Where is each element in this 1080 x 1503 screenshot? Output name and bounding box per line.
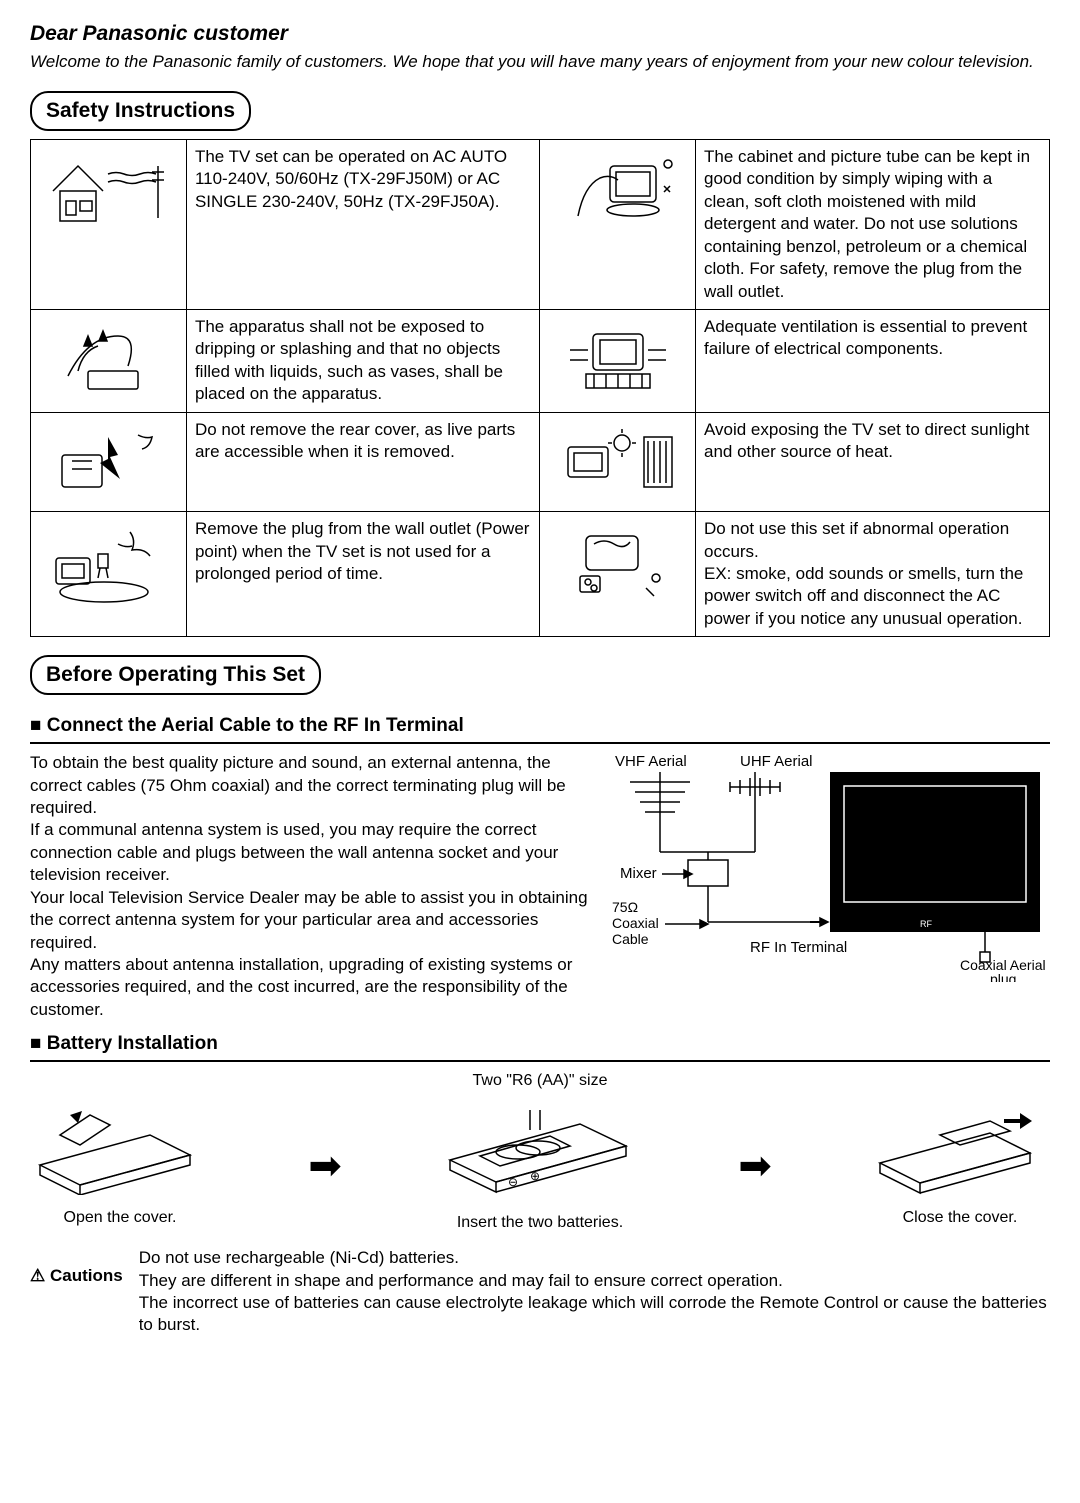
- safety-icon-cell: [540, 512, 696, 637]
- label-vhf: VHF Aerial: [615, 753, 687, 770]
- remote-insert-icon: ⊖⊕: [440, 1100, 640, 1200]
- safety-text: Avoid exposing the TV set to direct sunl…: [695, 412, 1049, 511]
- page-title: Dear Panasonic customer: [30, 20, 1050, 48]
- ventilation-icon: [558, 316, 678, 396]
- svg-text:RF: RF: [920, 919, 932, 929]
- battery-subhead: Battery Installation: [30, 1031, 1050, 1056]
- safety-icon-cell: [31, 512, 187, 637]
- battery-size-label: Two "R6 (AA)" size: [30, 1070, 1050, 1091]
- safety-text: Remove the plug from the wall outlet (Po…: [186, 512, 539, 637]
- safety-table: The TV set can be operated on AC AUTO 11…: [30, 139, 1050, 637]
- svg-text:⊖: ⊖: [508, 1175, 518, 1189]
- abnormal-icon: [558, 518, 678, 608]
- heat-icon: [558, 419, 678, 499]
- svg-text:Coaxial: Coaxial: [612, 915, 659, 931]
- label-mixer: Mixer: [620, 865, 657, 882]
- safety-icon-cell: [31, 309, 187, 412]
- safety-text: The TV set can be operated on AC AUTO 11…: [186, 139, 539, 309]
- safety-text: Do not remove the rear cover, as live pa…: [186, 412, 539, 511]
- unplug-icon: [48, 518, 168, 608]
- welcome-text: Welcome to the Panasonic family of custo…: [30, 51, 1050, 73]
- label-uhf: UHF Aerial: [740, 753, 813, 770]
- power-house-icon: [48, 146, 168, 226]
- safety-heading: Safety Instructions: [30, 91, 251, 131]
- arrow-icon: ➡: [728, 1140, 782, 1193]
- battery-caption: Open the cover.: [30, 1207, 210, 1228]
- table-row: Remove the plug from the wall outlet (Po…: [31, 512, 1050, 637]
- safety-icon-cell: [31, 412, 187, 511]
- divider: [30, 742, 1050, 744]
- safety-icon-cell: [540, 139, 696, 309]
- safety-icon-cell: [540, 412, 696, 511]
- cautions-label: ⚠ Cautions: [30, 1247, 139, 1337]
- aerial-subhead: Connect the Aerial Cable to the RF In Te…: [30, 713, 1050, 738]
- svg-text:plug: plug: [990, 971, 1016, 982]
- battery-step: Close the cover.: [870, 1105, 1050, 1229]
- aerial-body: To obtain the best quality picture and s…: [30, 752, 590, 1021]
- safety-text: Do not use this set if abnormal operatio…: [695, 512, 1049, 637]
- table-row: The apparatus shall not be exposed to dr…: [31, 309, 1050, 412]
- battery-steps: Open the cover. ➡ ⊖⊕ Insert the two batt…: [30, 1100, 1050, 1234]
- svg-text:⊕: ⊕: [530, 1169, 540, 1183]
- svg-text:75Ω: 75Ω: [612, 899, 638, 915]
- battery-caption: Insert the two batteries.: [440, 1212, 640, 1233]
- rear-cover-icon: [48, 419, 168, 499]
- cautions-text: Do not use rechargeable (Ni-Cd) batterie…: [139, 1247, 1050, 1337]
- divider: [30, 1060, 1050, 1062]
- label-rf: RF In Terminal: [750, 939, 847, 956]
- arrow-icon: ➡: [298, 1140, 352, 1193]
- before-heading: Before Operating This Set: [30, 655, 321, 695]
- remote-open-icon: [30, 1105, 210, 1195]
- aerial-diagram: RF VHF Aerial UHF Aerial Mixer 75Ω Coaxi…: [610, 752, 1050, 1021]
- safety-icon-cell: [31, 139, 187, 309]
- battery-step: Open the cover.: [30, 1105, 210, 1229]
- cleaning-icon: [558, 146, 678, 236]
- cautions-block: ⚠ Cautions Do not use rechargeable (Ni-C…: [30, 1247, 1050, 1337]
- table-row: The TV set can be operated on AC AUTO 11…: [31, 139, 1050, 309]
- safety-text: The apparatus shall not be exposed to dr…: [186, 309, 539, 412]
- safety-text: Adequate ventilation is essential to pre…: [695, 309, 1049, 412]
- splash-icon: [48, 316, 168, 396]
- svg-text:Cable: Cable: [612, 931, 649, 947]
- safety-text: The cabinet and picture tube can be kept…: [695, 139, 1049, 309]
- battery-step: ⊖⊕ Insert the two batteries.: [440, 1100, 640, 1234]
- table-row: Do not remove the rear cover, as live pa…: [31, 412, 1050, 511]
- remote-close-icon: [870, 1105, 1050, 1195]
- battery-caption: Close the cover.: [870, 1207, 1050, 1228]
- safety-icon-cell: [540, 309, 696, 412]
